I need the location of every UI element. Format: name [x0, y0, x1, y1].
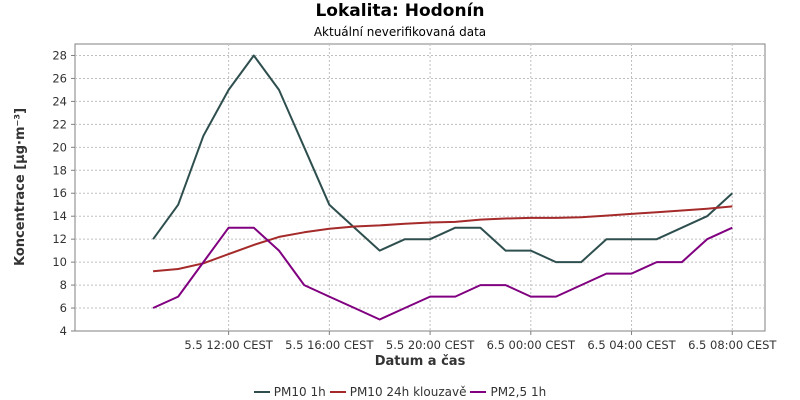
y-tick-label: 20	[52, 140, 67, 154]
y-axis-label: Koncentrace [µg·m⁻³]	[13, 108, 28, 266]
y-tick-label: 8	[60, 278, 67, 292]
x-tick-label: 5.5 16:00 CEST	[285, 338, 374, 352]
y-tick-label: 22	[52, 117, 67, 131]
series-line-2	[152, 226, 733, 321]
legend-swatch	[329, 391, 346, 393]
x-tick-label: 6.5 08:00 CEST	[688, 338, 777, 352]
y-tick-label: 26	[52, 71, 67, 85]
legend-swatch	[470, 391, 487, 393]
axis-ticks: 4 6 8 10 12 14 16 18 20 22 24 26 28 5.5 12:00 CEST 5.5…	[52, 48, 777, 352]
y-tick-label: 14	[52, 209, 67, 223]
series-line-0	[152, 54, 733, 264]
y-tick-label: 16	[52, 186, 67, 200]
x-tick-label: 6.5 04:00 CEST	[587, 338, 676, 352]
chart-title: Lokalita: Hodonín	[315, 1, 485, 21]
legend-item: PM10 24h klouzavě	[329, 385, 467, 399]
y-tick-label: 12	[52, 232, 67, 246]
x-tick-label: 5.5 12:00 CEST	[184, 338, 273, 352]
y-tick-label: 18	[52, 163, 67, 177]
legend-swatch	[253, 391, 270, 393]
legend-item: PM2,5 1h	[470, 385, 546, 399]
x-axis-label: Datum a čas	[375, 354, 466, 369]
legend-label: PM10 24h klouzavě	[349, 385, 467, 399]
y-tick-label: 6	[60, 301, 67, 315]
legend: PM10 1h PM10 24h klouzavě PM2,5 1h	[0, 382, 800, 399]
legend-label: PM10 1h	[273, 385, 326, 399]
legend-item: PM10 1h	[253, 385, 326, 399]
legend-label: PM2,5 1h	[490, 385, 547, 399]
y-tick-label: 24	[52, 94, 67, 108]
y-tick-label: 28	[52, 48, 67, 62]
x-tick-label: 6.5 00:00 CEST	[487, 338, 576, 352]
x-tick-label: 5.5 20:00 CEST	[386, 338, 475, 352]
series-line-1	[153, 205, 733, 273]
y-tick-label: 4	[60, 324, 67, 338]
y-tick-label: 10	[52, 255, 67, 269]
series-lines	[152, 54, 733, 321]
plot-area	[74, 43, 766, 332]
chart-subtitle: Aktuální neverifikovaná data	[313, 25, 487, 39]
